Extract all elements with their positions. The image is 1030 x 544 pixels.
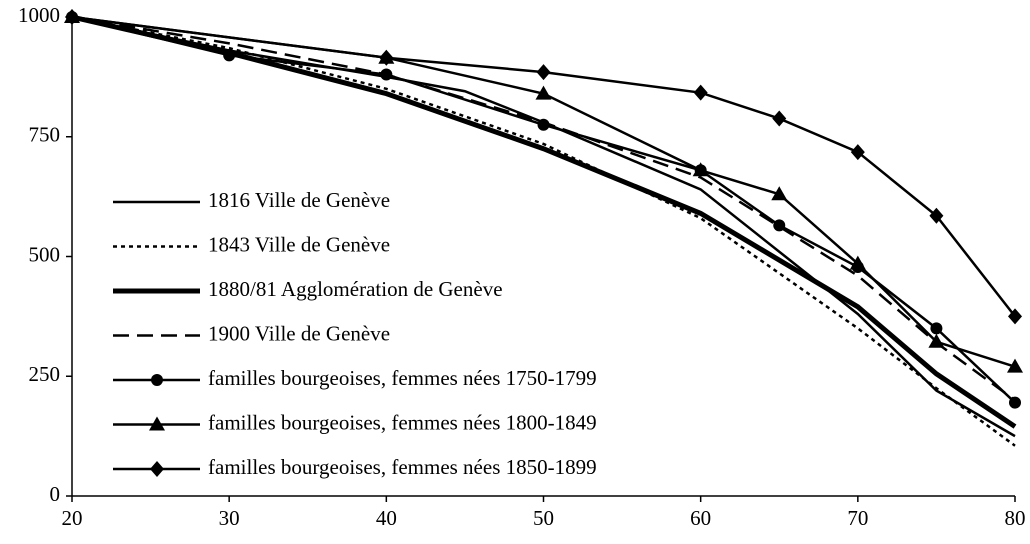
y-tick-label: 0 <box>50 482 61 506</box>
y-tick-label: 750 <box>29 123 61 147</box>
marker <box>1009 396 1021 409</box>
legend-label: 1900 Ville de Genève <box>208 321 390 345</box>
x-tick-label: 70 <box>847 506 868 530</box>
marker <box>1008 308 1022 325</box>
x-tick-label: 20 <box>62 506 83 530</box>
marker <box>692 162 709 177</box>
marker <box>772 110 787 127</box>
legend-label: familles bourgeoises, femmes nées 1800-1… <box>208 410 597 434</box>
series-line <box>71 15 1016 368</box>
x-tick-label: 30 <box>219 506 240 530</box>
marker <box>535 85 552 100</box>
y-tick-label: 1000 <box>18 3 60 27</box>
marker <box>379 49 394 66</box>
x-tick-label: 40 <box>376 506 397 530</box>
marker <box>929 207 944 224</box>
marker <box>380 68 393 81</box>
legend-label: 1843 Ville de Genève <box>208 232 390 256</box>
legend-label: 1816 Ville de Genève <box>208 188 390 212</box>
marker <box>930 322 943 335</box>
legend-marker <box>149 416 165 431</box>
series-line <box>71 15 1016 402</box>
legend-marker <box>151 374 163 386</box>
legend-label: familles bourgeoises, femmes nées 1750-1… <box>208 366 597 390</box>
legend-label: 1880/81 Agglomération de Genève <box>208 277 503 301</box>
x-tick-label: 60 <box>690 506 711 530</box>
series-line <box>71 15 1016 318</box>
y-tick-label: 500 <box>29 242 61 266</box>
marker <box>849 255 866 270</box>
marker <box>65 9 79 25</box>
marker <box>1007 358 1023 373</box>
x-tick-label: 50 <box>533 506 554 530</box>
marker <box>693 84 708 101</box>
marker <box>850 144 865 161</box>
y-tick-label: 250 <box>29 362 61 386</box>
marker <box>928 333 945 348</box>
marker <box>537 118 550 131</box>
x-tick-label: 80 <box>1005 506 1026 530</box>
marker <box>536 64 551 81</box>
marker <box>773 219 786 232</box>
legend-label: familles bourgeoises, femmes nées 1850-1… <box>208 455 597 479</box>
marker <box>223 49 236 62</box>
legend-marker <box>150 461 164 477</box>
marker <box>771 186 788 201</box>
